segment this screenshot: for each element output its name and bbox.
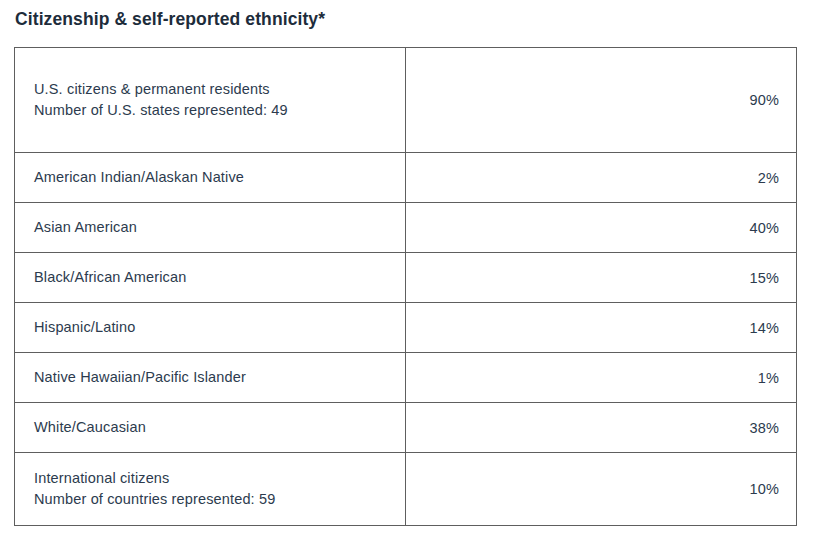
table-row: Native Hawaiian/Pacific Islander 1% [15, 352, 796, 402]
ethnicity-table: U.S. citizens & permanent residents Numb… [14, 47, 797, 526]
row-label: Asian American [34, 217, 391, 238]
table-row: International citizens Number of countri… [15, 452, 796, 525]
row-sublabel: Number of U.S. states represented: 49 [34, 100, 391, 121]
table-row: Asian American 40% [15, 202, 796, 252]
row-sublabel: Number of countries represented: 59 [34, 489, 391, 510]
row-label-cell: Native Hawaiian/Pacific Islander [15, 353, 406, 402]
row-label: International citizens [34, 468, 391, 489]
row-label-cell: Asian American [15, 203, 406, 252]
row-label: Hispanic/Latino [34, 317, 391, 338]
table-row: Hispanic/Latino 14% [15, 302, 796, 352]
table-row: Black/African American 15% [15, 252, 796, 302]
row-value: 2% [406, 153, 796, 202]
row-value: 15% [406, 253, 796, 302]
row-value: 38% [406, 403, 796, 452]
table-row: White/Caucasian 38% [15, 402, 796, 452]
row-value: 90% [406, 48, 796, 152]
row-value: 1% [406, 353, 796, 402]
row-label-cell: Black/African American [15, 253, 406, 302]
row-label-cell: American Indian/Alaskan Native [15, 153, 406, 202]
row-value: 40% [406, 203, 796, 252]
table-row: American Indian/Alaskan Native 2% [15, 152, 796, 202]
row-label: U.S. citizens & permanent residents [34, 79, 391, 100]
row-label: White/Caucasian [34, 417, 391, 438]
row-label-cell: Hispanic/Latino [15, 303, 406, 352]
section-title: Citizenship & self-reported ethnicity* [15, 9, 325, 30]
table-row: U.S. citizens & permanent residents Numb… [15, 48, 796, 152]
row-label-cell: International citizens Number of countri… [15, 453, 406, 525]
row-label: Black/African American [34, 267, 391, 288]
row-label: American Indian/Alaskan Native [34, 167, 391, 188]
row-value: 14% [406, 303, 796, 352]
row-label-cell: U.S. citizens & permanent residents Numb… [15, 48, 406, 152]
page: Citizenship & self-reported ethnicity* U… [0, 0, 814, 536]
row-label-cell: White/Caucasian [15, 403, 406, 452]
row-label: Native Hawaiian/Pacific Islander [34, 367, 391, 388]
row-value: 10% [406, 453, 796, 525]
